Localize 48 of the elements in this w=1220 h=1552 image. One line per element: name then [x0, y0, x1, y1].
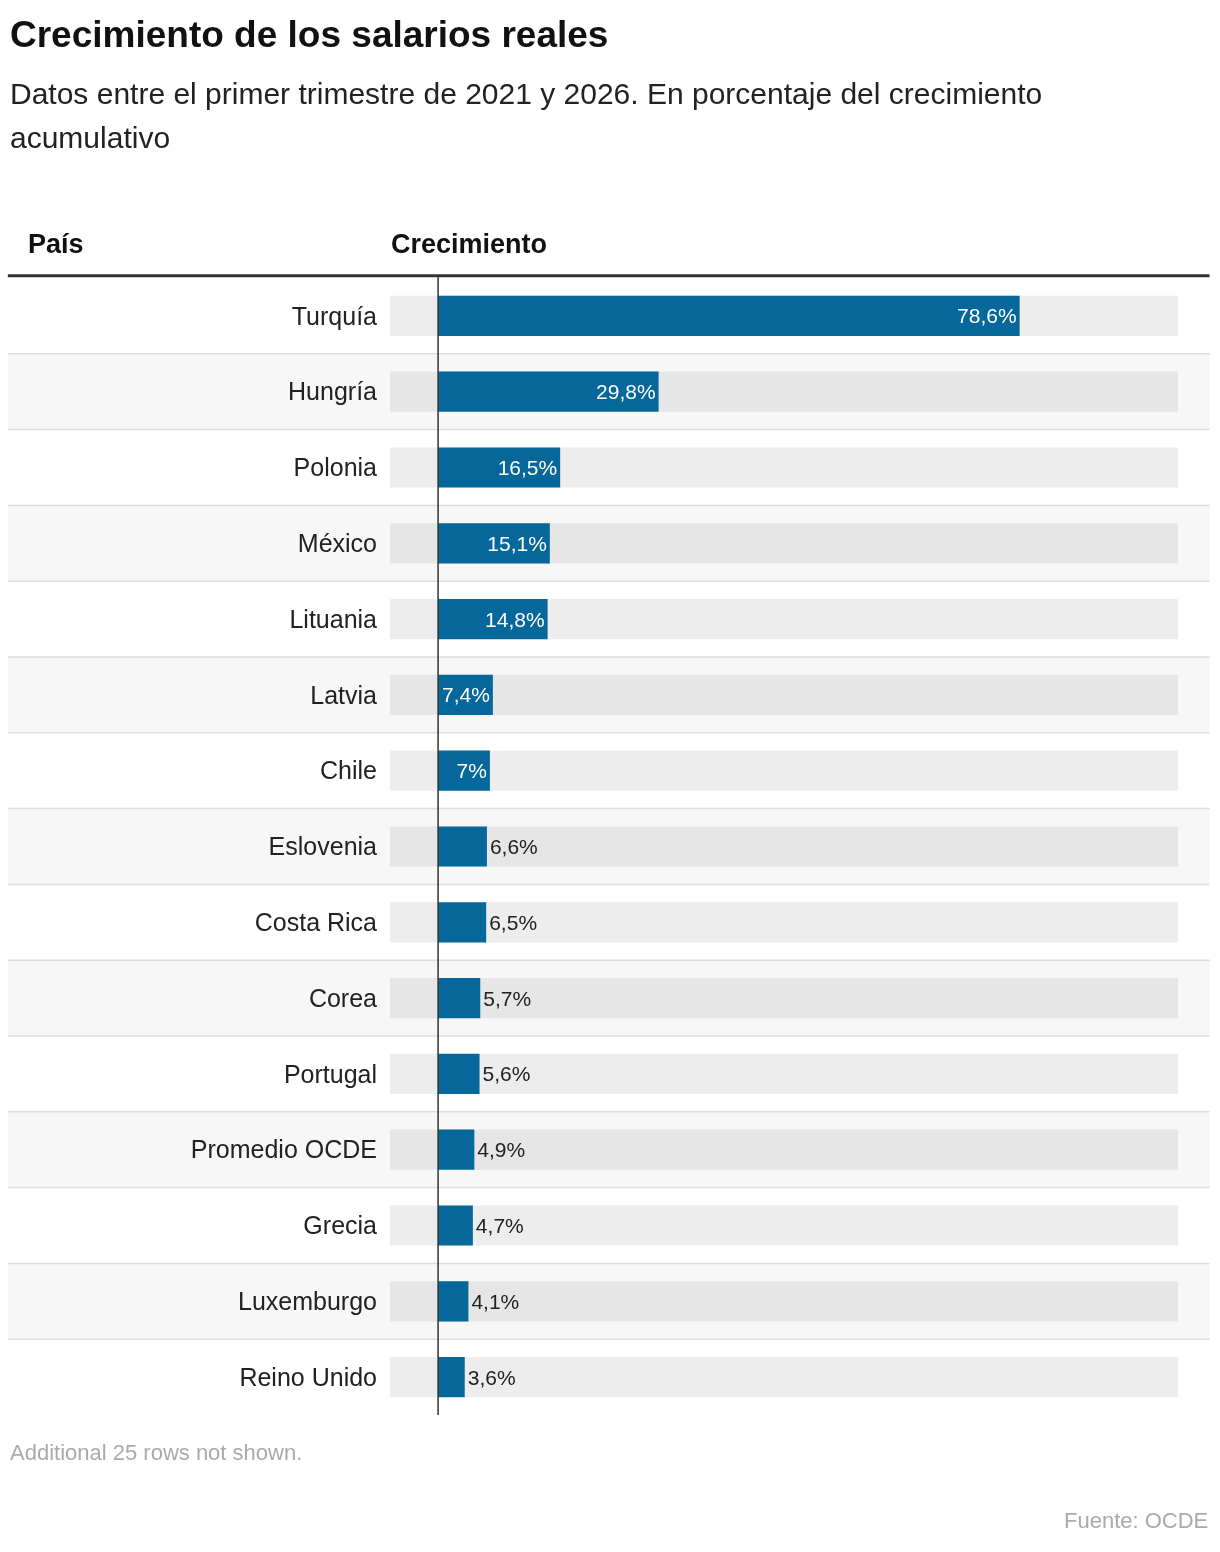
y-tick-label: Luxemburgo — [238, 1287, 377, 1316]
bar — [438, 1129, 475, 1170]
y-tick-label: Costa Rica — [254, 908, 378, 937]
bar — [438, 599, 548, 640]
y-tick-label: México — [297, 529, 377, 558]
y-tick-label: Eslovenia — [268, 832, 378, 861]
data-label: 5,6% — [482, 1062, 531, 1086]
bar — [438, 447, 561, 488]
y-axis-title: País — [28, 229, 84, 259]
data-label: 4,7% — [475, 1214, 524, 1237]
source-note: Fuente: OCDE — [1064, 1508, 1209, 1533]
data-label: 3,6% — [467, 1365, 516, 1389]
data-label: 15,1% — [487, 531, 547, 555]
data-label: 29,8% — [596, 380, 656, 404]
chart-title: Crecimiento de los salarios reales — [10, 14, 609, 56]
data-label: 6,6% — [489, 835, 538, 858]
y-tick-label: Portugal — [283, 1059, 377, 1088]
bar — [438, 523, 550, 564]
data-label: 7% — [456, 759, 487, 783]
y-tick-label: Promedio OCDE — [190, 1135, 377, 1164]
data-label: 4,9% — [477, 1138, 526, 1162]
bar — [438, 1357, 465, 1398]
data-label: 5,7% — [483, 986, 532, 1010]
data-label: 78,6% — [957, 304, 1017, 328]
bar — [438, 371, 659, 412]
y-tick-label: Polonia — [293, 453, 378, 482]
y-tick-label: Chile — [320, 756, 377, 785]
bar — [438, 978, 481, 1019]
y-tick-label: Hungría — [288, 377, 378, 406]
x-axis-title: Crecimiento — [391, 229, 548, 259]
data-label: 7,4% — [441, 683, 490, 707]
y-tick-label: Reino Unido — [239, 1362, 377, 1391]
y-tick-label: Latvia — [310, 680, 378, 709]
data-label: 4,1% — [471, 1289, 520, 1313]
bar — [438, 1205, 473, 1246]
bar — [438, 826, 487, 867]
data-label: 16,5% — [497, 456, 558, 479]
y-tick-label: Grecia — [303, 1211, 378, 1240]
y-tick-label: Lituania — [289, 604, 378, 633]
bar — [438, 1281, 469, 1322]
chart-subtitle: Datos entre el primer trimestre de 2021 y 2026. En porcentaje del crecimiento acumulativo — [10, 76, 1044, 156]
y-tick-label: Turquía — [291, 301, 378, 330]
data-label: 6,5% — [489, 910, 538, 934]
data-label: 14,8% — [485, 607, 545, 631]
bar — [438, 902, 487, 943]
text: Additional 25 rows not shown. — [10, 1440, 303, 1465]
bar — [438, 1053, 480, 1094]
y-tick-label: Corea — [308, 983, 378, 1012]
